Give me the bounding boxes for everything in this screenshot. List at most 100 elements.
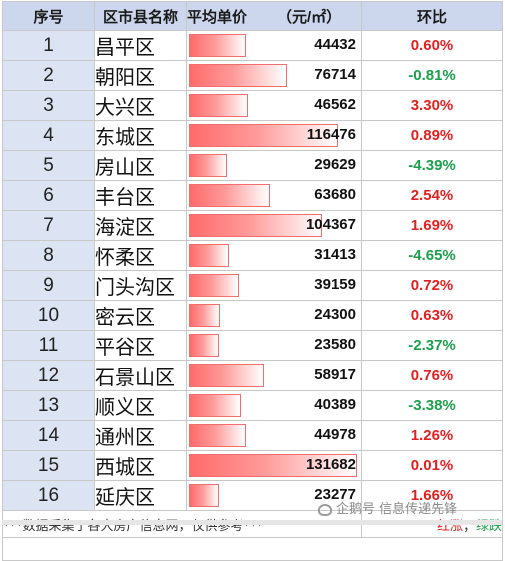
sheet-bottom-band <box>2 520 502 525</box>
data-bar <box>189 124 338 147</box>
price-value: 76714 <box>314 66 356 83</box>
header-district[interactable]: 区市县名称 <box>94 1 187 31</box>
cell-index[interactable]: 12 <box>2 360 95 391</box>
data-bar <box>189 214 322 237</box>
cell-district[interactable]: 门头沟区 <box>94 270 187 301</box>
table-row: 13 顺义区 40389 -3.38% <box>2 390 503 421</box>
cell-price[interactable]: 76714 <box>186 60 362 91</box>
cell-district[interactable]: 顺义区 <box>94 390 187 421</box>
cell-district[interactable]: 密云区 <box>94 300 187 331</box>
watermark-text: 企鹅号 信息传递先锋 <box>336 502 458 517</box>
cell-change[interactable]: 0.72% <box>361 270 503 301</box>
cell-district[interactable]: 西城区 <box>94 450 187 481</box>
data-bar <box>189 184 270 207</box>
table-row: 15 西城区 131682 0.01% <box>2 450 503 481</box>
price-value: 131682 <box>305 456 356 473</box>
cell-index[interactable]: 6 <box>2 180 95 211</box>
data-bar <box>189 484 219 507</box>
cell-index[interactable]: 2 <box>2 60 95 91</box>
cell-change[interactable]: 0.63% <box>361 300 503 331</box>
cell-change[interactable]: 1.26% <box>361 420 503 451</box>
data-bar <box>189 274 239 297</box>
empty-cell[interactable] <box>2 537 503 561</box>
price-value: 58917 <box>314 366 356 383</box>
cell-index[interactable]: 1 <box>2 30 95 61</box>
cell-district[interactable]: 东城区 <box>94 120 187 151</box>
cell-change[interactable]: -3.38% <box>361 390 503 421</box>
table-row: 4 东城区 116476 0.89% <box>2 120 503 151</box>
header-index[interactable]: 序号 <box>2 1 95 31</box>
cell-change[interactable]: 0.76% <box>361 360 503 391</box>
cell-index[interactable]: 16 <box>2 480 95 511</box>
cell-district[interactable]: 海淀区 <box>94 210 187 241</box>
cell-price[interactable]: 46562 <box>186 90 362 121</box>
cell-district[interactable]: 石景山区 <box>94 360 187 391</box>
cell-index[interactable]: 7 <box>2 210 95 241</box>
price-value: 24300 <box>314 306 356 323</box>
data-bar <box>189 244 229 267</box>
price-value: 40389 <box>314 396 356 413</box>
cell-price[interactable]: 39159 <box>186 270 362 301</box>
cell-change[interactable]: -4.65% <box>361 240 503 271</box>
cell-index[interactable]: 3 <box>2 90 95 121</box>
cell-district[interactable]: 延庆区 <box>94 480 187 511</box>
cell-index[interactable]: 9 <box>2 270 95 301</box>
cell-district[interactable]: 平谷区 <box>94 330 187 361</box>
cell-index[interactable]: 8 <box>2 240 95 271</box>
cell-price[interactable]: 58917 <box>186 360 362 391</box>
data-bar <box>189 424 246 447</box>
table-row: 2 朝阳区 76714 -0.81% <box>2 60 503 91</box>
cell-price[interactable]: 44432 <box>186 30 362 61</box>
cell-change[interactable]: -2.37% <box>361 330 503 361</box>
cell-index[interactable]: 15 <box>2 450 95 481</box>
price-value: 23277 <box>314 486 356 503</box>
cell-change[interactable]: -0.81% <box>361 60 503 91</box>
price-value: 104367 <box>305 216 356 233</box>
cell-change[interactable]: -4.39% <box>361 150 503 181</box>
cell-district[interactable]: 朝阳区 <box>94 60 187 91</box>
cell-district[interactable]: 怀柔区 <box>94 240 187 271</box>
data-bar <box>189 94 248 117</box>
cell-price[interactable]: 24300 <box>186 300 362 331</box>
table-row: 1 昌平区 44432 0.60% <box>2 30 503 61</box>
table-body: 1 昌平区 44432 0.60% 2 朝阳区 76714 -0.81% 3 大兴区 46562 3.… <box>2 30 503 511</box>
table-row: 3 大兴区 46562 3.30% <box>2 90 503 121</box>
cell-change[interactable]: 0.01% <box>361 450 503 481</box>
cell-district[interactable]: 房山区 <box>94 150 187 181</box>
cell-price[interactable]: 44978 <box>186 420 362 451</box>
table-row: 7 海淀区 104367 1.69% <box>2 210 503 241</box>
cell-index[interactable]: 5 <box>2 150 95 181</box>
cell-index[interactable]: 11 <box>2 330 95 361</box>
header-change[interactable]: 环比 <box>361 1 503 31</box>
cell-district[interactable]: 丰台区 <box>94 180 187 211</box>
cell-change[interactable]: 1.69% <box>361 210 503 241</box>
cell-index[interactable]: 14 <box>2 420 95 451</box>
cell-price[interactable]: 116476 <box>186 120 362 151</box>
cell-change[interactable]: 0.89% <box>361 120 503 151</box>
data-bar <box>189 64 287 87</box>
price-value: 63680 <box>314 186 356 203</box>
cell-index[interactable]: 4 <box>2 120 95 151</box>
cell-price[interactable]: 104367 <box>186 210 362 241</box>
header-price[interactable]: 平均单价 （元/㎡） <box>186 1 362 31</box>
cell-price[interactable]: 40389 <box>186 390 362 421</box>
watermark: 企鹅号 信息传递先锋 <box>318 498 457 517</box>
cell-price[interactable]: 63680 <box>186 180 362 211</box>
price-value: 31413 <box>314 246 356 263</box>
cell-price[interactable]: 23580 <box>186 330 362 361</box>
cell-district[interactable]: 昌平区 <box>94 30 187 61</box>
table-row: 5 房山区 29629 -4.39% <box>2 150 503 181</box>
cell-change[interactable]: 3.30% <box>361 90 503 121</box>
cell-district[interactable]: 通州区 <box>94 420 187 451</box>
cell-index[interactable]: 10 <box>2 300 95 331</box>
header-price-unit: （元/㎡） <box>277 8 342 26</box>
cell-price[interactable]: 31413 <box>186 240 362 271</box>
cell-change[interactable]: 2.54% <box>361 180 503 211</box>
cell-district[interactable]: 大兴区 <box>94 90 187 121</box>
cell-price[interactable]: 23277 <box>186 480 362 511</box>
price-value: 29629 <box>314 156 356 173</box>
cell-price[interactable]: 131682 <box>186 450 362 481</box>
cell-change[interactable]: 0.60% <box>361 30 503 61</box>
cell-index[interactable]: 13 <box>2 390 95 421</box>
cell-price[interactable]: 29629 <box>186 150 362 181</box>
